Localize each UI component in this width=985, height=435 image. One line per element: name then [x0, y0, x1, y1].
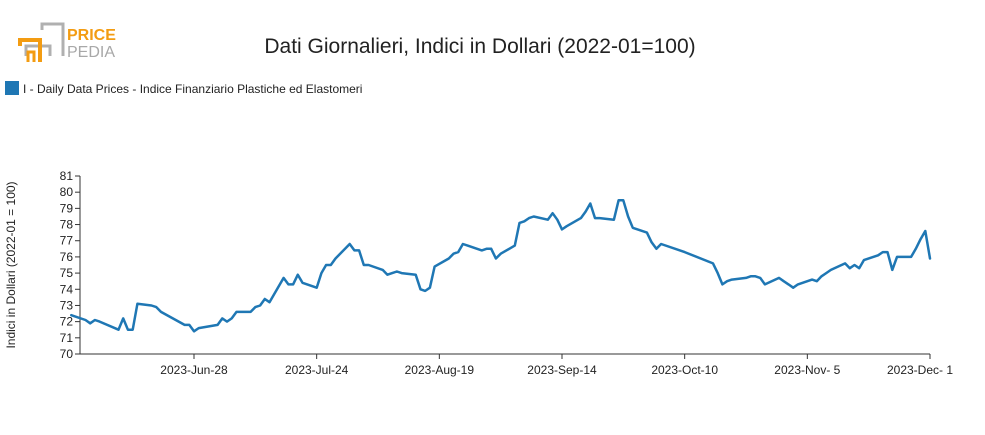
x-tick-label: 2023-Nov- 5 — [774, 363, 840, 377]
logo-frame-outer — [40, 22, 65, 56]
logo-accent-outer — [18, 38, 42, 62]
series-line — [70, 199, 932, 333]
axes: 70 71 72 73 74 75 76 77 78 79 80 81 2023-Jun-28 2023-… — [60, 169, 954, 377]
x-tick-label: 2023-Jul-24 — [285, 363, 349, 377]
x-tick-label: 2023-Aug-19 — [405, 363, 475, 377]
chart-title: Dati Giornalieri, Indici in Dollari (202… — [264, 35, 695, 58]
x-tick-label: 2023-Dec- 1 — [887, 363, 953, 377]
y-tick-label: 75 — [60, 266, 74, 280]
logo-accent-inner — [26, 50, 36, 62]
legend-label: I - Daily Data Prices - Indice Finanziar… — [23, 82, 362, 96]
y-axis-label: Indici in Dollari (2022-01 = 100) — [4, 181, 18, 348]
x-tick-label: 2023-Jun-28 — [160, 363, 228, 377]
legend-swatch — [5, 81, 19, 95]
y-tick-label: 72 — [60, 315, 74, 329]
logo-text-price: PRICE — [67, 27, 116, 44]
y-tick-label: 81 — [60, 169, 74, 183]
y-tick-label: 78 — [60, 218, 74, 232]
y-tick-label: 73 — [60, 298, 74, 312]
legend: I - Daily Data Prices - Indice Finanziar… — [5, 81, 362, 96]
x-tick-label: 2023-Oct-10 — [651, 363, 718, 377]
series-layer — [70, 199, 932, 333]
logo-text-pedia: PEDIA — [67, 44, 115, 61]
y-tick-label: 80 — [60, 185, 74, 199]
y-tick-label: 76 — [60, 250, 74, 264]
y-tick-label: 71 — [60, 331, 74, 345]
x-tick-label: 2023-Sep-14 — [527, 363, 597, 377]
y-tick-label: 77 — [60, 234, 74, 248]
y-tick-label: 74 — [60, 282, 74, 296]
pricepedia-logo: PRICE PEDIA — [18, 22, 116, 62]
y-tick-label: 70 — [60, 347, 74, 361]
y-tick-label: 79 — [60, 201, 74, 215]
